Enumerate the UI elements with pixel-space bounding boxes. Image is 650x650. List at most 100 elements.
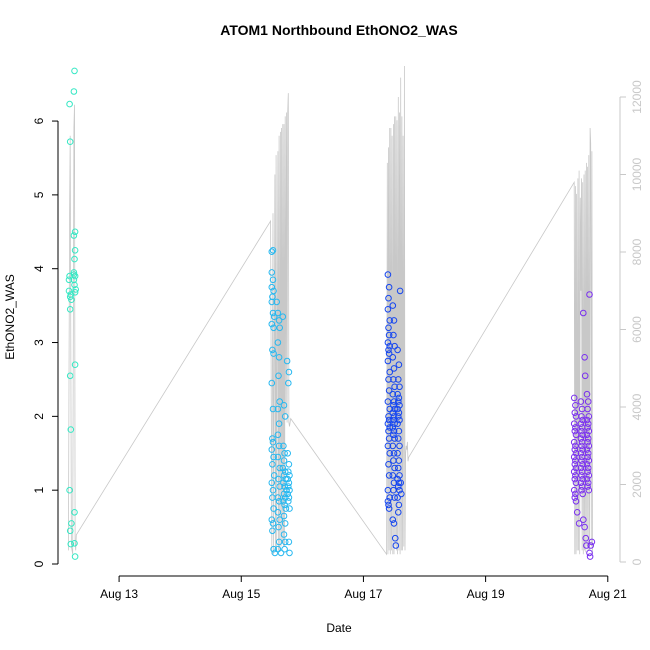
data-point [396,416,403,424]
data-point [281,483,288,490]
data-point [280,490,288,498]
data-point [268,320,276,328]
data-point [395,413,402,420]
data-point [269,520,277,527]
data-point [578,413,585,420]
data-point [71,361,79,369]
data-point [385,387,393,394]
data-point [396,442,403,450]
data-point [583,390,591,398]
data-point [269,247,277,254]
data-point [394,494,401,501]
data-point [397,479,405,487]
data-point [281,520,289,527]
data-point [286,472,293,479]
data-point [580,516,587,524]
data-point [572,402,579,409]
data-point [395,509,402,516]
data-point [281,468,289,476]
data-point [578,427,585,435]
data-point [396,383,403,391]
data-point [571,494,579,501]
data-point [570,394,578,402]
data-point [572,490,579,498]
data-point [584,424,591,431]
data-point [586,553,594,560]
data-point [386,317,394,324]
data-point [585,486,593,494]
data-point [581,372,589,380]
data-point [65,276,73,284]
data-point [584,464,592,472]
data-point [275,420,283,428]
data-point [396,402,403,409]
data-point [275,354,283,361]
data-point [280,402,288,409]
data-point [284,475,292,483]
data-point [584,398,592,405]
data-point [391,494,398,501]
data-point [570,468,578,476]
data-point [585,457,593,464]
x-tick-label: Aug 21 [589,587,627,601]
data-point [578,472,585,479]
data-point [270,350,277,357]
data-point [395,361,403,369]
data-point [68,520,75,527]
data-point [570,486,578,494]
data-point [583,431,591,439]
data-point [385,501,392,509]
y2-tick-label: 0 [630,558,644,565]
data-point [270,472,278,479]
data-point [279,313,287,321]
data-point [71,228,79,236]
data-point [385,331,393,339]
data-point [268,446,276,453]
points-layer [65,67,596,560]
data-point [584,453,591,461]
data-point [390,479,398,487]
data-point [577,479,585,487]
data-point [284,450,292,457]
data-point [286,505,293,512]
data-point [586,291,593,298]
data-point [275,475,282,483]
data-point [395,376,402,383]
data-point [281,545,288,553]
data-point [71,67,78,75]
data-point [269,438,277,446]
data-point [389,442,397,450]
data-point [275,523,282,531]
data-point [275,372,282,380]
data-point [71,540,78,547]
data-point [284,490,292,498]
data-point [579,446,587,453]
data-point [71,281,78,289]
data-point [583,416,591,424]
data-point [573,509,581,516]
data-point [269,405,277,413]
data-point [386,494,394,501]
data-point [584,450,592,457]
data-point [285,483,292,490]
data-point [280,531,288,538]
data-point [270,287,277,295]
data-point [395,435,402,442]
series-2 [268,247,293,557]
data-point [385,461,392,468]
data-point [280,442,287,450]
data-point [584,479,592,487]
data-point [583,461,591,468]
data-point [276,464,284,472]
data-point [392,542,400,549]
data-point [65,287,73,295]
series-4 [570,291,596,560]
data-point [280,457,288,464]
data-point [385,294,392,302]
data-point [386,424,394,431]
data-point [385,346,392,354]
y-tick-label: 5 [32,191,46,198]
data-point [268,248,276,255]
chart-title: ATOM1 Northbound EthONO2_WAS [220,22,457,38]
data-point [577,450,585,457]
